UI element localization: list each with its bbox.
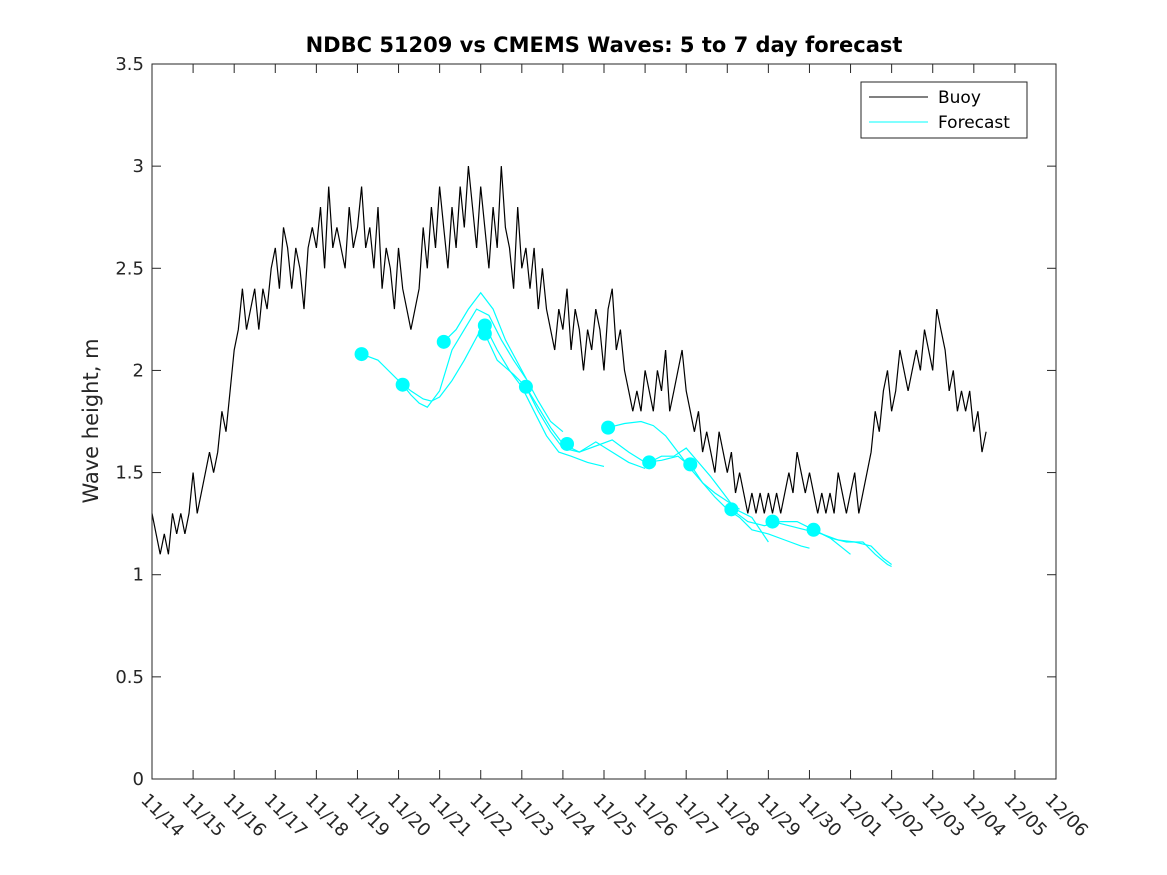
forecast-marker xyxy=(806,522,821,537)
forecast-marker xyxy=(477,326,492,341)
series-line-forecast xyxy=(689,464,810,549)
forecast-marker xyxy=(354,347,369,362)
y-tick-label: 0.5 xyxy=(115,667,144,688)
series-line-forecast xyxy=(484,333,646,470)
y-tick-label: 2 xyxy=(133,360,144,381)
series-line-forecast xyxy=(361,329,482,402)
y-tick-label: 3 xyxy=(133,156,144,177)
series-line-forecast xyxy=(402,308,527,408)
axes-box xyxy=(151,63,1057,780)
legend-buoy-label: Buoy xyxy=(938,88,981,108)
legend: Buoy Forecast xyxy=(860,81,1028,139)
forecast-marker xyxy=(395,377,410,392)
forecast-marker xyxy=(765,514,780,529)
forecast-marker xyxy=(518,379,533,394)
legend-box xyxy=(860,81,1028,139)
forecast-marker xyxy=(560,436,575,451)
plot-series xyxy=(151,166,987,568)
series-line-forecast xyxy=(443,291,564,433)
series-line-forecast xyxy=(607,420,740,510)
series-line-forecast xyxy=(525,386,691,467)
y-tick-label: 0 xyxy=(133,769,144,790)
series-line-forecast xyxy=(484,325,605,467)
y-tick-label: 3.5 xyxy=(115,54,144,75)
forecast-marker xyxy=(601,420,616,435)
y-tick-label: 1 xyxy=(133,565,144,586)
y-tick-label: 2.5 xyxy=(115,258,144,279)
series-line-forecast xyxy=(648,447,769,543)
forecast-marker xyxy=(436,334,451,349)
chart-title: NDBC 51209 vs CMEMS Waves: 5 to 7 day fo… xyxy=(306,33,903,57)
y-tick-label: 1.5 xyxy=(115,463,144,484)
series-line-forecast xyxy=(813,529,892,568)
y-axis-label: Wave height, m xyxy=(79,338,103,503)
forecast-marker xyxy=(642,455,657,470)
forecast-marker xyxy=(683,457,698,472)
legend-forecast-label: Forecast xyxy=(938,113,1010,133)
y-axis: 0 0.5 1 1.5 2 2.5 3 3.5 xyxy=(115,54,1056,790)
series-line-buoy xyxy=(151,166,987,555)
forecast-marker xyxy=(724,502,739,517)
